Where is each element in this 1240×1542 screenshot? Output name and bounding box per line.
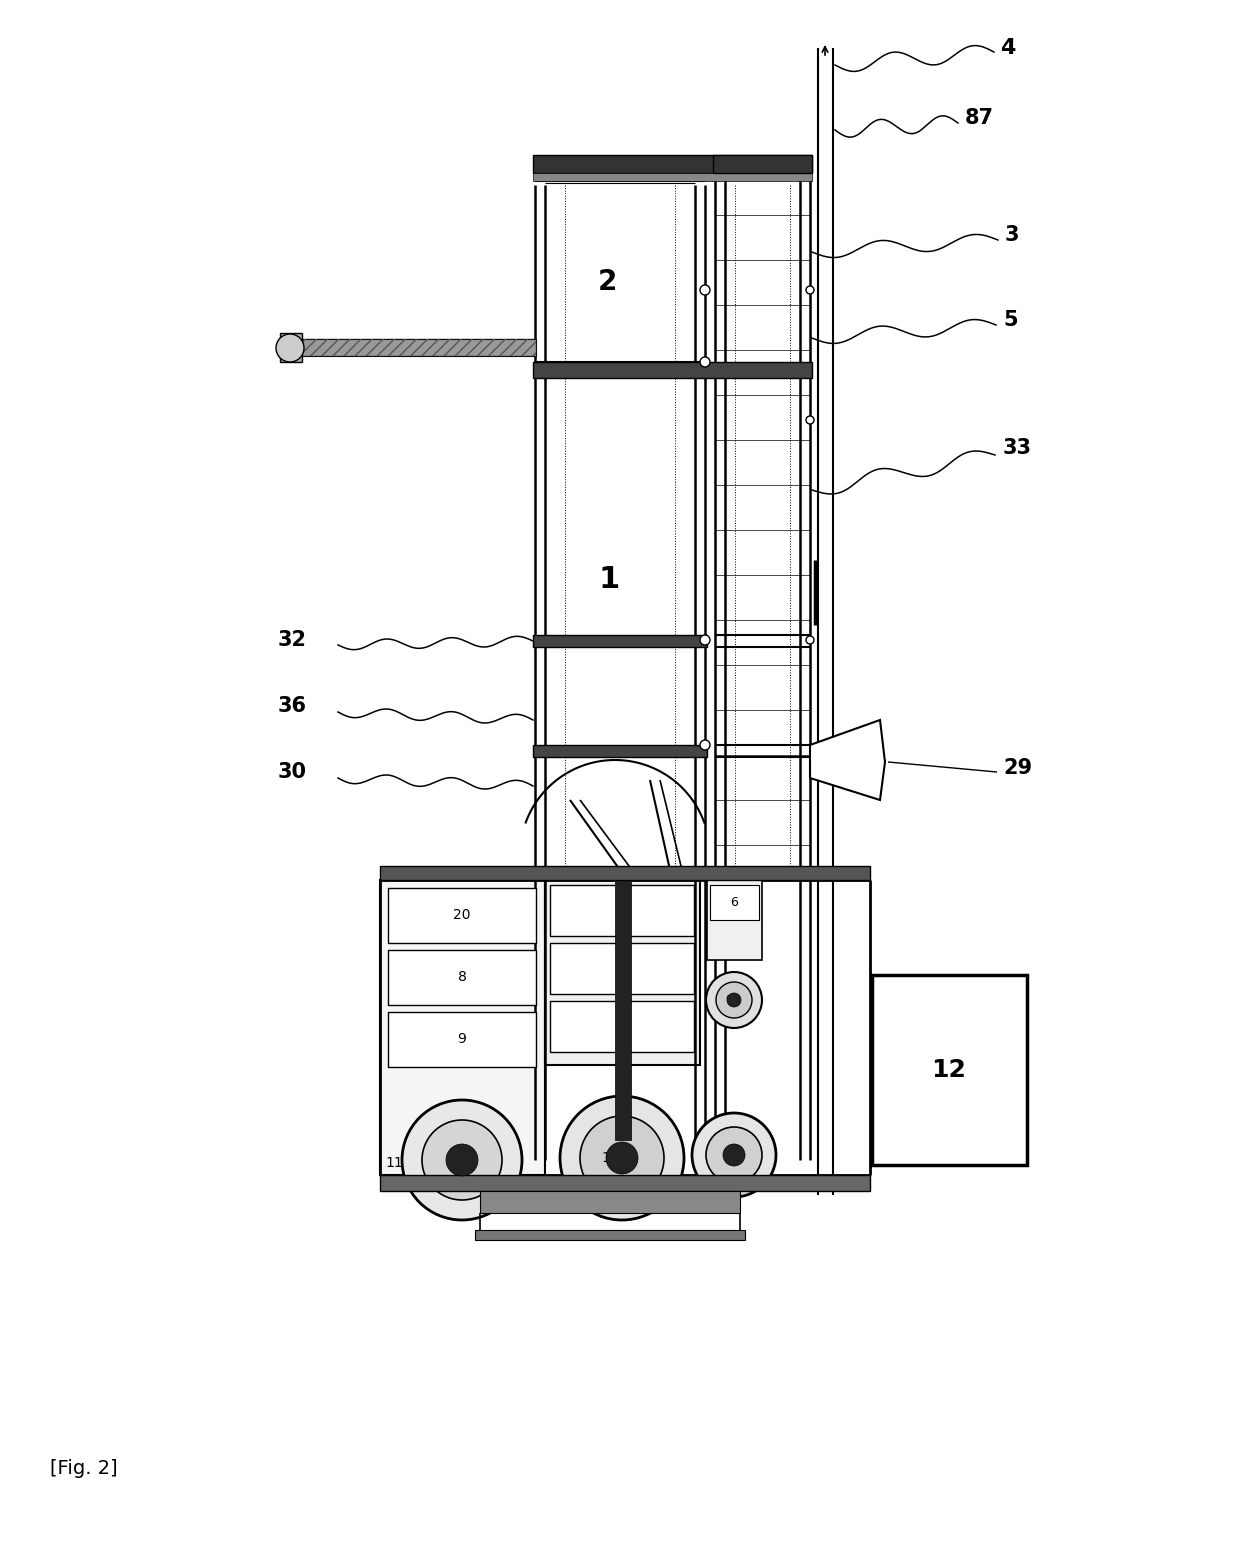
Bar <box>388 950 536 1005</box>
Text: 8: 8 <box>458 970 466 984</box>
Bar <box>707 880 763 961</box>
Text: 30: 30 <box>278 762 308 782</box>
Bar <box>280 333 303 362</box>
Text: 1: 1 <box>598 566 619 595</box>
Circle shape <box>806 635 813 645</box>
Text: 36: 36 <box>278 695 308 715</box>
Text: [Fig. 2]: [Fig. 2] <box>50 1459 118 1477</box>
Circle shape <box>402 1099 522 1220</box>
Circle shape <box>701 740 711 749</box>
Circle shape <box>715 982 751 1018</box>
Bar <box>298 339 536 356</box>
Bar <box>480 1190 740 1214</box>
Text: 29: 29 <box>1003 759 1032 779</box>
Bar <box>533 362 812 378</box>
Bar <box>551 1001 694 1052</box>
Text: 8: 8 <box>618 962 626 975</box>
Text: 14: 14 <box>606 1203 622 1217</box>
Circle shape <box>560 1096 684 1220</box>
Text: 4: 4 <box>999 39 1016 59</box>
Text: 6: 6 <box>730 896 738 910</box>
Bar <box>379 1175 870 1190</box>
Circle shape <box>701 358 711 367</box>
Text: 5: 5 <box>1003 310 1018 330</box>
Circle shape <box>706 1127 763 1183</box>
Bar <box>615 880 631 1140</box>
Bar <box>533 156 812 173</box>
Text: 87: 87 <box>965 108 994 128</box>
Text: 7: 7 <box>449 1152 459 1167</box>
Text: 9: 9 <box>725 1150 733 1160</box>
Polygon shape <box>810 720 885 800</box>
Bar <box>711 885 759 921</box>
Bar <box>546 880 701 1066</box>
Circle shape <box>806 416 813 424</box>
Text: 32: 32 <box>278 631 308 651</box>
Circle shape <box>692 1113 776 1197</box>
Text: 20: 20 <box>614 904 630 916</box>
Bar <box>872 975 1027 1166</box>
Circle shape <box>446 1144 477 1177</box>
Bar <box>713 156 812 173</box>
Bar <box>379 880 546 1175</box>
Bar <box>546 183 694 359</box>
Text: 33: 33 <box>1003 438 1032 458</box>
Circle shape <box>727 993 742 1007</box>
Bar <box>533 745 707 757</box>
Circle shape <box>701 635 711 645</box>
Circle shape <box>723 1144 745 1166</box>
Bar <box>475 1231 745 1240</box>
Bar <box>533 173 812 180</box>
Text: 11: 11 <box>384 1156 403 1170</box>
Circle shape <box>580 1116 663 1200</box>
Text: 9: 9 <box>618 1019 626 1033</box>
Bar <box>551 885 694 936</box>
Circle shape <box>806 285 813 295</box>
Circle shape <box>706 971 763 1029</box>
Bar <box>298 339 536 356</box>
Bar <box>551 944 694 995</box>
Circle shape <box>701 285 711 295</box>
Bar <box>379 867 870 880</box>
Circle shape <box>606 1143 639 1173</box>
Text: 10: 10 <box>601 1150 619 1166</box>
Text: 9: 9 <box>725 995 733 1005</box>
Text: 12: 12 <box>931 1058 966 1082</box>
Bar <box>533 635 707 648</box>
Text: 2: 2 <box>598 268 618 296</box>
Bar <box>388 1012 536 1067</box>
Bar <box>546 378 694 998</box>
Circle shape <box>277 335 304 362</box>
Text: 9: 9 <box>458 1032 466 1045</box>
Circle shape <box>422 1119 502 1200</box>
Text: 20: 20 <box>454 908 471 922</box>
Bar <box>388 888 536 944</box>
Text: 3: 3 <box>1004 225 1019 245</box>
